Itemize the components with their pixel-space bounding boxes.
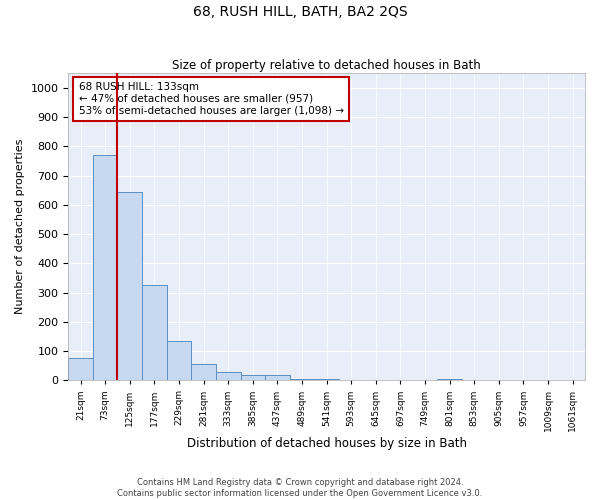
Bar: [314, 379, 339, 380]
Bar: [191, 364, 216, 380]
Bar: [68, 358, 93, 380]
Bar: [437, 379, 462, 380]
Bar: [265, 375, 290, 380]
Bar: [290, 379, 314, 380]
Bar: [118, 192, 142, 380]
Bar: [216, 372, 241, 380]
Title: Size of property relative to detached houses in Bath: Size of property relative to detached ho…: [172, 59, 481, 72]
Bar: [241, 375, 265, 380]
Bar: [142, 285, 167, 380]
X-axis label: Distribution of detached houses by size in Bath: Distribution of detached houses by size …: [187, 437, 467, 450]
Bar: [93, 155, 118, 380]
Bar: [167, 341, 191, 380]
Text: 68, RUSH HILL, BATH, BA2 2QS: 68, RUSH HILL, BATH, BA2 2QS: [193, 5, 407, 19]
Text: Contains HM Land Registry data © Crown copyright and database right 2024.
Contai: Contains HM Land Registry data © Crown c…: [118, 478, 482, 498]
Text: 68 RUSH HILL: 133sqm
← 47% of detached houses are smaller (957)
53% of semi-deta: 68 RUSH HILL: 133sqm ← 47% of detached h…: [79, 82, 344, 116]
Y-axis label: Number of detached properties: Number of detached properties: [15, 139, 25, 314]
